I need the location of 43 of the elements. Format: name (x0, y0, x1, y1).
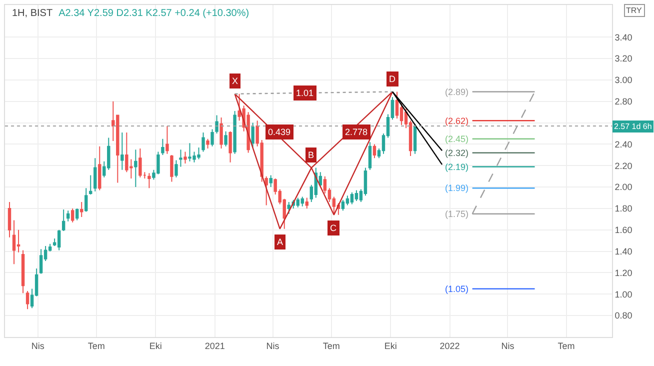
y-tick-label: 0.80 (614, 310, 632, 321)
y-axis-title: TRY (626, 6, 643, 15)
series-label: (1.75) (445, 209, 469, 219)
series-label: (1.05) (445, 284, 469, 294)
y-tick-label: 3.20 (614, 54, 632, 64)
x-tick-label: Nis (501, 340, 515, 351)
y-tick-label: 2.40 (614, 139, 632, 150)
annotation: B (308, 150, 314, 160)
y-tick-label: 3.40 (614, 32, 632, 42)
y-tick-label: 1.20 (614, 268, 632, 278)
x-tick-label: Tem (88, 340, 105, 351)
y-tick-label: 2.80 (614, 96, 632, 107)
y-tick-label: 1.60 (614, 225, 632, 236)
y-tick-label: 3.00 (614, 75, 632, 86)
y-tick-label: 1.00 (614, 289, 632, 300)
chart-title: 1H, BIST (12, 8, 53, 19)
x-tick-label: Tem (558, 340, 575, 351)
annotation: C (330, 223, 337, 233)
ref-line-label: 2.57 1d 6h (614, 122, 652, 131)
annotation: D (389, 74, 396, 84)
annotation: 2.778 (345, 127, 368, 137)
series-label: (1.99) (445, 183, 469, 193)
series-label: (2.62) (445, 116, 469, 126)
x-tick-label: Nis (266, 340, 280, 351)
annotation: 1.01 (296, 88, 314, 98)
x-tick-label: Tem (322, 340, 340, 351)
y-tick-label: 1.80 (614, 204, 632, 214)
x-tick-label: 2022 (440, 340, 460, 351)
y-tick-label: 1.40 (614, 246, 632, 256)
series-label: (2.19) (445, 162, 469, 172)
series-label: (2.45) (445, 134, 469, 144)
chart-subtitle: A2.34 Y2.59 D2.31 K2.57 +0.24 (+10.30%) (58, 8, 250, 19)
annotation: X (232, 76, 238, 86)
annotation: 0.439 (268, 127, 291, 137)
x-tick-label: Nis (31, 340, 45, 351)
x-tick-label: 2021 (204, 340, 225, 351)
series-label: (2.32) (445, 148, 469, 158)
y-tick-label: 2.20 (614, 160, 632, 171)
y-tick-label: 2.00 (614, 182, 632, 192)
x-tick-label: Eki (384, 340, 397, 351)
x-tick-label: Eki (149, 340, 162, 351)
annotation: A (277, 237, 284, 247)
series-label: (2.89) (445, 87, 469, 97)
